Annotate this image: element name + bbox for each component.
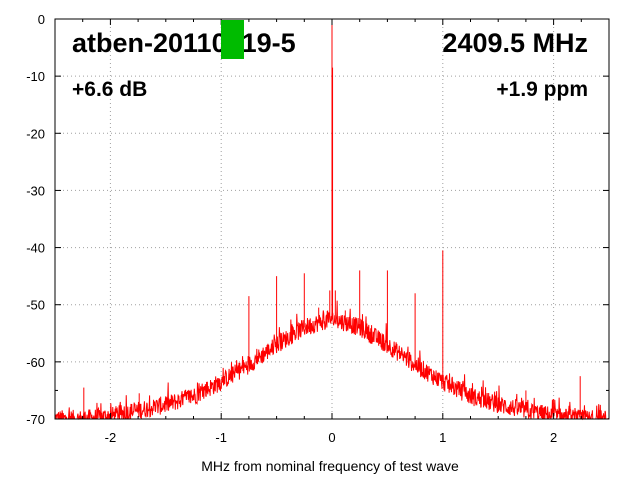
y-tick-label: -30	[26, 183, 45, 198]
x-tick-label: -1	[215, 430, 227, 445]
y-tick-label: -70	[26, 412, 45, 427]
gain-label: +6.6 dB	[72, 78, 147, 101]
axis-ticks: -2 -1 0 1 20-10-20-30-40-50-60-70	[26, 12, 610, 445]
x-tick-label: 1	[439, 430, 446, 445]
spectrum-series	[54, 19, 609, 421]
y-tick-label: -60	[26, 355, 45, 370]
annotations: atben-20110219-5 2409.5 MHz +6.6 dB +1.9…	[72, 20, 588, 101]
x-axis-title: MHz from nominal frequency of test wave	[201, 458, 459, 474]
y-tick-label: -50	[26, 298, 45, 313]
y-tick-label: -40	[26, 241, 45, 256]
frequency-label: 2409.5 MHz	[442, 28, 588, 58]
y-tick-label: -10	[26, 69, 45, 84]
x-tick-label: 0	[328, 430, 335, 445]
x-tick-label: -2	[105, 430, 117, 445]
device-id-label: atben-20110219-5	[72, 28, 296, 58]
y-tick-label: -20	[26, 126, 45, 141]
y-tick-label: 0	[38, 12, 45, 27]
x-tick-label: 2	[550, 430, 557, 445]
ppm-label: +1.9 ppm	[496, 78, 588, 101]
status-marker	[221, 20, 244, 59]
